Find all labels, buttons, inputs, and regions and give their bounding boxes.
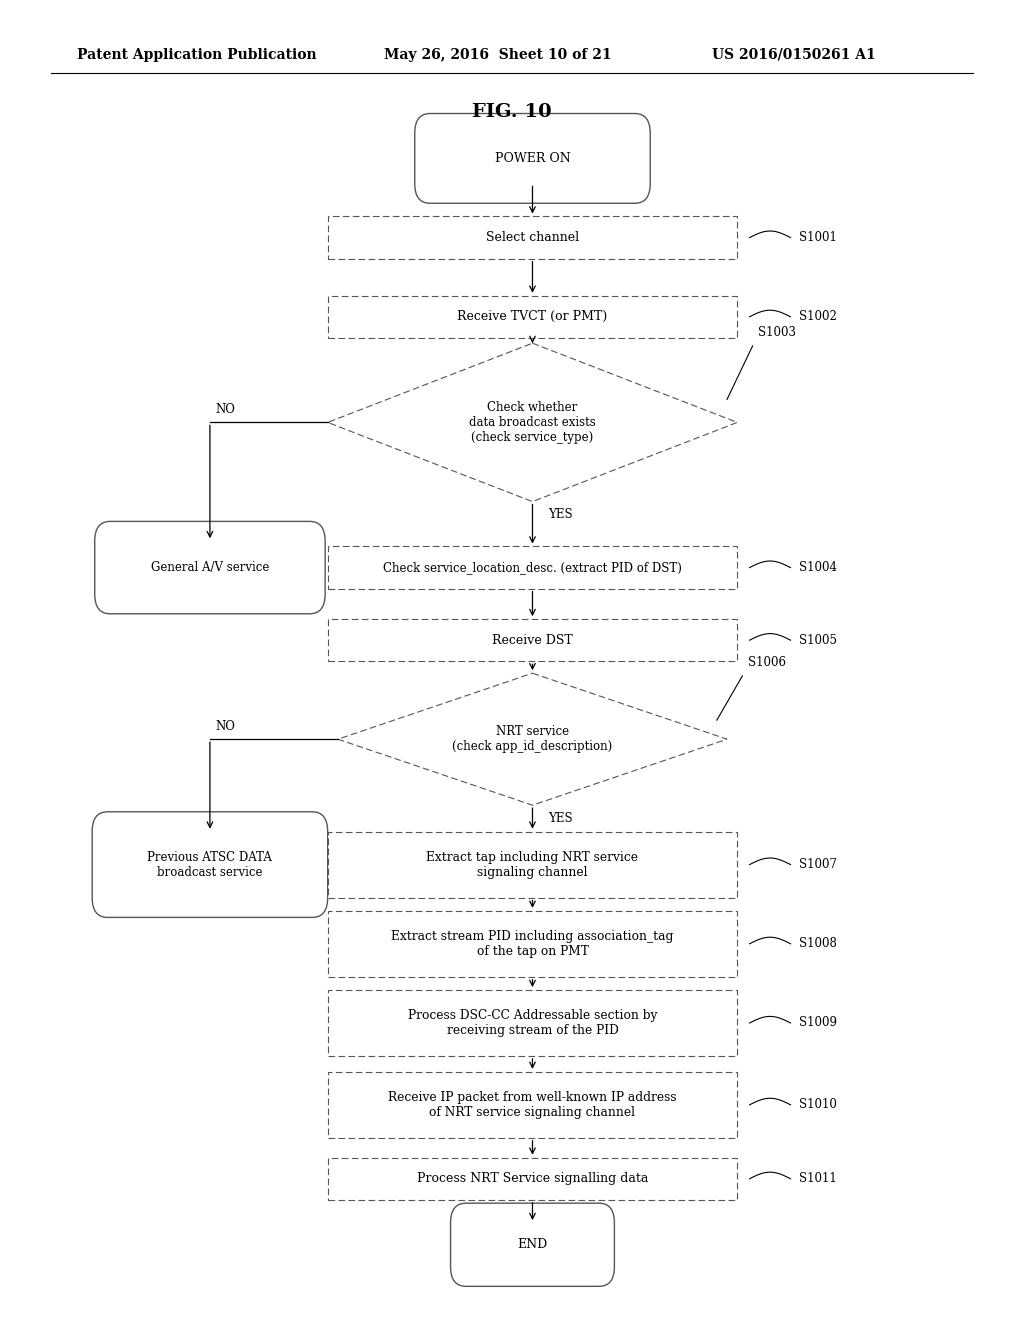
Bar bbox=[328, 832, 737, 898]
Text: S1003: S1003 bbox=[758, 326, 796, 339]
FancyBboxPatch shape bbox=[92, 812, 328, 917]
Text: Extract tap including NRT service
signaling channel: Extract tap including NRT service signal… bbox=[426, 850, 639, 879]
Text: Receive TVCT (or PMT): Receive TVCT (or PMT) bbox=[458, 310, 607, 323]
Text: Check whether
data broadcast exists
(check service_type): Check whether data broadcast exists (che… bbox=[469, 401, 596, 444]
Text: Process DSC-CC Addressable section by
receiving stream of the PID: Process DSC-CC Addressable section by re… bbox=[408, 1008, 657, 1038]
Text: S1008: S1008 bbox=[799, 937, 837, 950]
Text: May 26, 2016  Sheet 10 of 21: May 26, 2016 Sheet 10 of 21 bbox=[384, 48, 611, 62]
Text: S1011: S1011 bbox=[799, 1172, 837, 1185]
Text: Process NRT Service signalling data: Process NRT Service signalling data bbox=[417, 1172, 648, 1185]
Bar bbox=[328, 216, 737, 259]
Text: Receive DST: Receive DST bbox=[493, 634, 572, 647]
Bar bbox=[328, 911, 737, 977]
Text: Previous ATSC DATA
broadcast service: Previous ATSC DATA broadcast service bbox=[147, 850, 272, 879]
Text: NRT service
(check app_id_description): NRT service (check app_id_description) bbox=[453, 725, 612, 754]
Text: Select channel: Select channel bbox=[486, 231, 579, 244]
Text: S1010: S1010 bbox=[799, 1098, 837, 1111]
FancyBboxPatch shape bbox=[451, 1204, 614, 1286]
Text: NO: NO bbox=[215, 719, 234, 733]
Text: S1002: S1002 bbox=[799, 310, 837, 323]
Text: POWER ON: POWER ON bbox=[495, 152, 570, 165]
Bar bbox=[328, 990, 737, 1056]
Text: Patent Application Publication: Patent Application Publication bbox=[77, 48, 316, 62]
Text: US 2016/0150261 A1: US 2016/0150261 A1 bbox=[712, 48, 876, 62]
Polygon shape bbox=[338, 673, 727, 805]
Text: S1004: S1004 bbox=[799, 561, 837, 574]
Bar bbox=[328, 546, 737, 589]
Text: S1001: S1001 bbox=[799, 231, 837, 244]
Text: Receive IP packet from well-known IP address
of NRT service signaling channel: Receive IP packet from well-known IP add… bbox=[388, 1090, 677, 1119]
Bar bbox=[328, 1072, 737, 1138]
Bar bbox=[328, 296, 737, 338]
Text: NO: NO bbox=[215, 403, 234, 416]
Text: S1005: S1005 bbox=[799, 634, 837, 647]
Bar bbox=[328, 1158, 737, 1200]
Text: General A/V service: General A/V service bbox=[151, 561, 269, 574]
Text: S1009: S1009 bbox=[799, 1016, 837, 1030]
FancyBboxPatch shape bbox=[94, 521, 326, 614]
Text: S1007: S1007 bbox=[799, 858, 837, 871]
Text: Extract stream PID including association_tag
of the tap on PMT: Extract stream PID including association… bbox=[391, 929, 674, 958]
FancyBboxPatch shape bbox=[415, 114, 650, 203]
Polygon shape bbox=[328, 343, 737, 502]
Bar bbox=[328, 619, 737, 661]
Text: YES: YES bbox=[548, 812, 572, 825]
Text: S1006: S1006 bbox=[748, 656, 785, 669]
Text: FIG. 10: FIG. 10 bbox=[472, 103, 552, 121]
Text: YES: YES bbox=[548, 508, 572, 521]
Text: Check service_location_desc. (extract PID of DST): Check service_location_desc. (extract PI… bbox=[383, 561, 682, 574]
Text: END: END bbox=[517, 1238, 548, 1251]
